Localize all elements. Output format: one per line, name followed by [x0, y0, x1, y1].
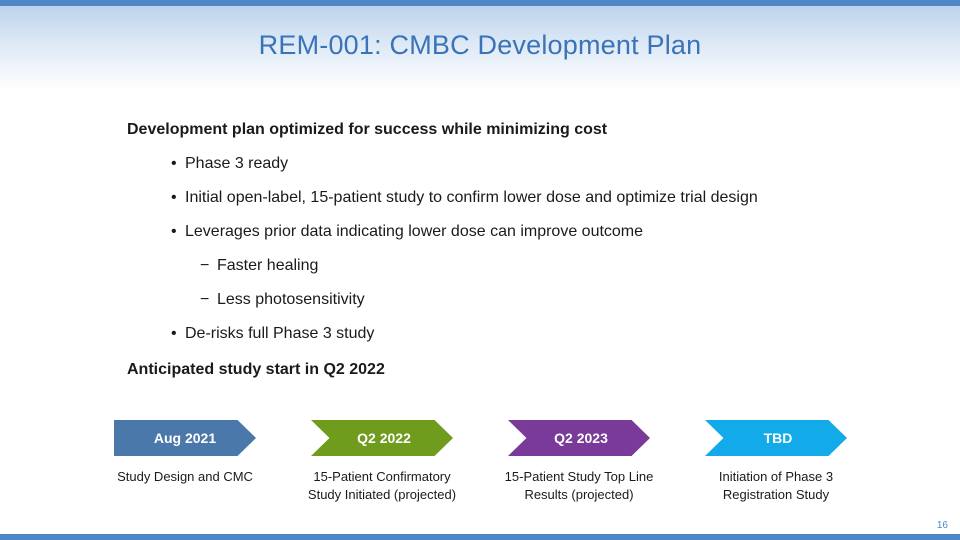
bullet-dot: •: [171, 155, 177, 172]
heading-study-start: Anticipated study start in Q2 2022: [127, 361, 385, 378]
bullet-text: Phase 3 ready: [185, 155, 289, 172]
timeline-caption: 15-Patient Study Top Line Results (proje…: [479, 468, 679, 504]
bullet-text: De-risks full Phase 3 study: [185, 325, 375, 342]
timeline-chevron-q2-2023: Q2 2023: [508, 420, 650, 456]
bullet-item: • Initial open-label, 15-patient study t…: [127, 186, 927, 210]
timeline-caption: 15-Patient Confirmatory Study Initiated …: [282, 468, 482, 504]
timeline-caption: Initiation of Phase 3 Registration Study: [676, 468, 876, 504]
timeline-caption: Study Design and CMC: [85, 468, 285, 486]
sub-bullet-item: − Faster healing: [127, 254, 927, 278]
caption-line: Registration Study: [722, 487, 830, 502]
bullet-item: • Leverages prior data indicating lower …: [127, 220, 927, 244]
caption-line: Study Initiated (projected): [307, 487, 457, 502]
bullet-text: Initial open-label, 15-patient study to …: [185, 189, 758, 206]
sub-bullet-item: − Less photosensitivity: [127, 288, 927, 312]
slide-body: Development plan optimized for success w…: [127, 118, 927, 382]
timeline-chevron-aug-2021: Aug 2021: [114, 420, 256, 456]
bullet-text: Leverages prior data indicating lower do…: [185, 223, 644, 240]
caption-line: Results (projected): [524, 487, 634, 502]
sub-bullet-text: Less photosensitivity: [217, 291, 365, 308]
bottom-accent-bar: [0, 534, 960, 540]
top-accent-bar: [0, 0, 960, 6]
timeline-chevron-tbd: TBD: [705, 420, 847, 456]
page-number: 16: [936, 520, 948, 531]
sub-bullet-text: Faster healing: [217, 257, 319, 274]
bullet-item: • De-risks full Phase 3 study: [127, 322, 927, 346]
sub-bullet-dash: −: [200, 291, 210, 308]
slide-title: REM-001: CMBC Development Plan: [258, 30, 702, 60]
caption-line: Study Design and CMC: [117, 469, 253, 484]
caption-line: 15-Patient Study Top Line: [504, 469, 654, 484]
heading-development-plan: Development plan optimized for success w…: [127, 121, 608, 138]
bullet-dot: •: [171, 223, 177, 240]
caption-line: 15-Patient Confirmatory: [313, 469, 451, 484]
bullet-dot: •: [171, 325, 177, 342]
caption-line: Initiation of Phase 3: [718, 469, 834, 484]
bullet-item: • Phase 3 ready: [127, 152, 927, 176]
timeline-chevron-q2-2022: Q2 2022: [311, 420, 453, 456]
header-background: [0, 6, 960, 90]
bullet-dot: •: [171, 189, 177, 206]
sub-bullet-dash: −: [200, 257, 210, 274]
